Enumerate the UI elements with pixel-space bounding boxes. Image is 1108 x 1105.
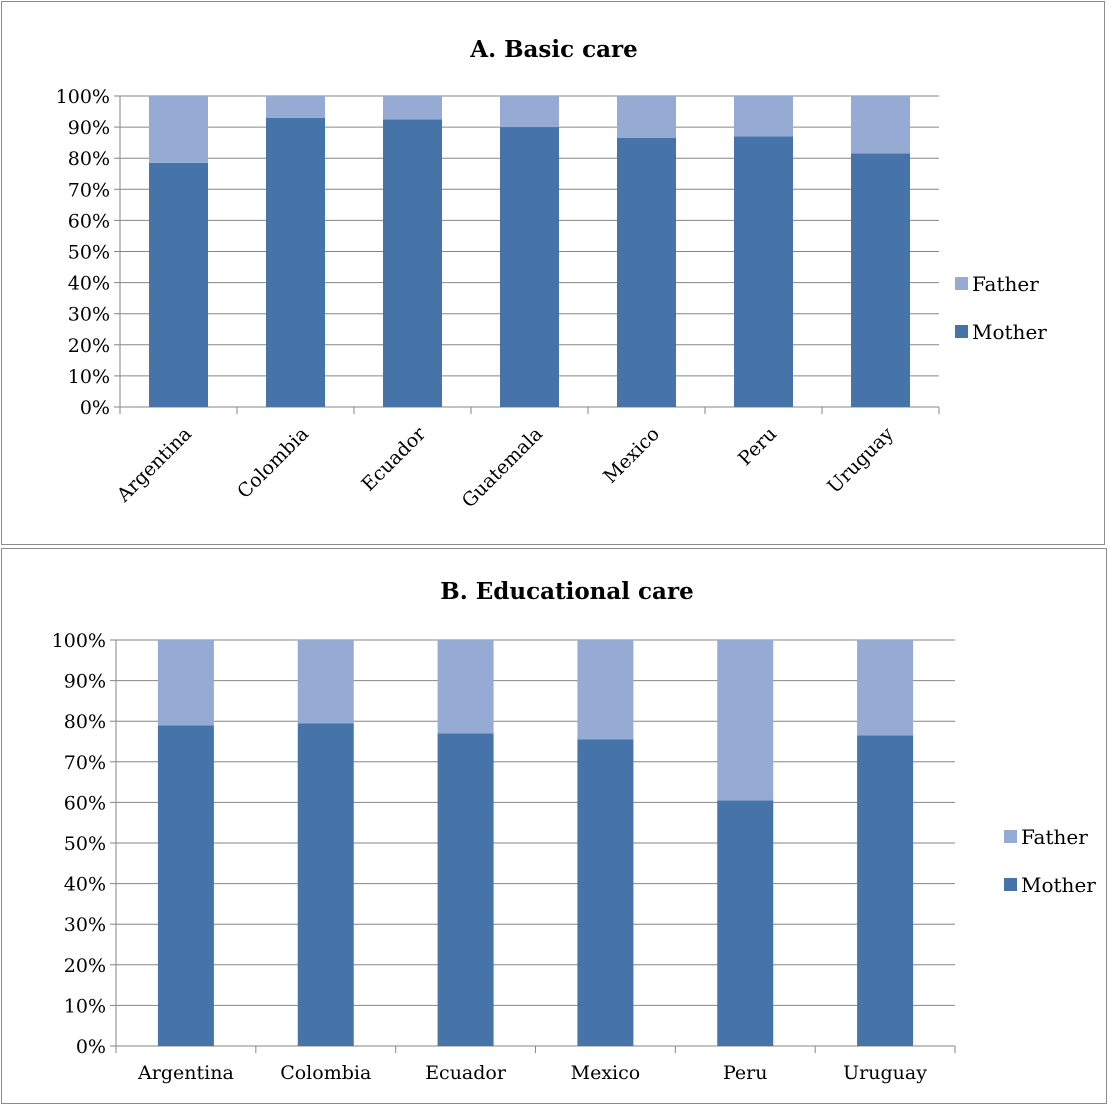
bar-father-uruguay xyxy=(857,640,914,736)
y-tick-label: 20% xyxy=(68,335,110,357)
bar-father-ecuador xyxy=(383,96,442,120)
bar-father-argentina xyxy=(157,640,214,726)
x-tick-label: Argentina xyxy=(112,423,196,507)
bar-father-peru xyxy=(717,640,774,801)
chart-b-legend: Father Mother xyxy=(1004,825,1096,897)
y-tick-label: 60% xyxy=(64,792,106,814)
chart-a: A. Basic care 0% 10% 20% 30% 40% 50% 60% 70% 80%… xyxy=(1,1,1105,545)
legend-swatch-father xyxy=(1004,830,1017,843)
y-tick-label: 50% xyxy=(64,833,106,855)
legend-label-mother: Mother xyxy=(1021,873,1096,897)
legend-swatch-mother xyxy=(955,325,968,338)
y-tick-label: 100% xyxy=(56,86,110,108)
bar-father-ecuador xyxy=(437,640,494,734)
bar-father-guatemala xyxy=(500,96,559,128)
legend-label-mother: Mother xyxy=(972,320,1047,344)
y-tick-label: 80% xyxy=(68,148,110,170)
x-tick-label: Uruguay xyxy=(823,423,898,498)
chart-a-legend: Father Mother xyxy=(955,272,1047,344)
legend-swatch-mother xyxy=(1004,878,1017,891)
bar-father-colombia xyxy=(266,96,325,118)
legend-label-father: Father xyxy=(1021,825,1088,849)
x-tick-label: Guatemala xyxy=(458,423,547,512)
bar-mother-uruguay xyxy=(851,153,910,407)
y-tick-label: 100% xyxy=(52,630,106,652)
bar-mother-mexico xyxy=(577,739,634,1046)
bar-father-mexico xyxy=(577,640,634,740)
bar-mother-uruguay xyxy=(857,735,914,1046)
y-tick-label: 70% xyxy=(68,179,110,201)
y-tick-label: 90% xyxy=(64,671,106,693)
bar-father-peru xyxy=(734,96,793,137)
y-tick-label: 40% xyxy=(64,874,106,896)
bar-mother-ecuador xyxy=(383,119,442,407)
y-tick-label: 10% xyxy=(64,995,106,1017)
y-tick-label: 70% xyxy=(64,752,106,774)
chart-a-svg: A. Basic care 0% 10% 20% 30% 40% 50% 60% 70% 80%… xyxy=(56,36,1048,512)
x-tick-label: Ecuador xyxy=(357,422,430,495)
x-tick-label: Peru xyxy=(723,1062,768,1084)
bar-father-mexico xyxy=(617,96,676,138)
x-tick-label: Mexico xyxy=(599,423,664,488)
bar-father-argentina xyxy=(149,96,208,163)
bar-mother-argentina xyxy=(157,725,214,1046)
x-tick-label: Argentina xyxy=(137,1062,234,1084)
y-tick-label: 90% xyxy=(68,117,110,139)
legend-label-father: Father xyxy=(972,272,1039,296)
bar-father-uruguay xyxy=(851,96,910,154)
x-tick-label: Uruguay xyxy=(843,1062,927,1084)
x-tick-label: Ecuador xyxy=(425,1062,507,1084)
bar-mother-peru xyxy=(734,136,793,407)
y-tick-label: 10% xyxy=(68,366,110,388)
y-tick-label: 30% xyxy=(68,304,110,326)
y-tick-label: 80% xyxy=(64,711,106,733)
y-tick-label: 0% xyxy=(76,1036,106,1058)
y-tick-label: 20% xyxy=(64,955,106,977)
y-tick-label: 0% xyxy=(80,397,110,419)
x-tick-label: Colombia xyxy=(280,1062,371,1084)
x-tick-label: Peru xyxy=(734,423,781,470)
chart-b: B. Educational care 0% 10% 20% 30% 40% 50% 60%… xyxy=(1,548,1107,1104)
x-tick-label: Mexico xyxy=(571,1062,641,1084)
bar-mother-ecuador xyxy=(437,733,494,1046)
bar-mother-argentina xyxy=(149,162,208,407)
bar-mother-colombia xyxy=(297,723,354,1046)
chart-b-svg: B. Educational care 0% 10% 20% 30% 40% 50% 60%… xyxy=(52,578,1097,1084)
legend-swatch-father xyxy=(955,277,968,290)
bar-mother-guatemala xyxy=(500,127,559,407)
y-tick-label: 60% xyxy=(68,210,110,232)
y-tick-label: 50% xyxy=(68,242,110,264)
y-tick-label: 40% xyxy=(68,273,110,295)
bar-father-colombia xyxy=(297,640,354,724)
bar-mother-mexico xyxy=(617,137,676,408)
bar-mother-peru xyxy=(717,800,774,1046)
chart-a-title: A. Basic care xyxy=(469,36,638,63)
bar-mother-colombia xyxy=(266,117,325,408)
chart-b-title: B. Educational care xyxy=(440,578,693,605)
x-tick-label: Colombia xyxy=(233,423,313,503)
y-tick-label: 30% xyxy=(64,914,106,936)
